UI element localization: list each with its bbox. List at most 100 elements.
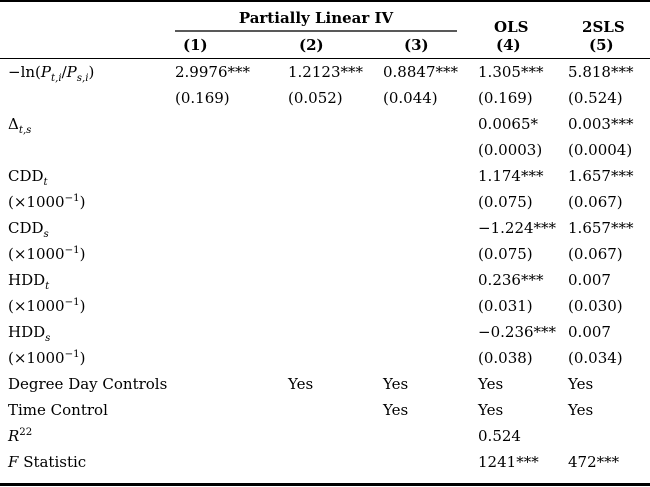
row-label: Degree Day Controls	[8, 375, 168, 393]
value-cell	[383, 241, 478, 267]
table-row: Δt,s 0.0065* 0.003***	[0, 111, 650, 137]
value-cell: −0.236***	[478, 323, 557, 341]
value-cell	[288, 423, 383, 449]
row-label	[0, 137, 175, 163]
value-cell: (0.524)	[568, 89, 623, 107]
value-cell	[288, 189, 383, 215]
value-cell	[383, 189, 478, 215]
value-cell	[383, 137, 478, 163]
column-header-4: (4)	[496, 36, 521, 54]
value-cell	[383, 267, 478, 293]
value-cell: −1.224***	[478, 219, 557, 237]
value-cell	[288, 215, 383, 241]
value-cell	[175, 215, 288, 241]
table-row: (×1000−1) (0.075) (0.067)	[0, 241, 650, 267]
value-cell: 0.236***	[478, 271, 544, 289]
value-cell	[175, 137, 288, 163]
value-cell	[288, 241, 383, 267]
table-row: (×1000−1) (0.075) (0.067)	[0, 189, 650, 215]
value-cell: (0.031)	[478, 297, 533, 315]
value-cell: 0.524	[478, 427, 521, 445]
row-label: Δt,s	[8, 115, 32, 136]
value-cell	[288, 163, 383, 189]
column-group-ols: OLS	[478, 1, 568, 36]
column-header-5: (5)	[589, 36, 614, 54]
value-cell: 0.0065*	[478, 115, 539, 133]
value-cell: 1.2123***	[288, 63, 363, 81]
value-cell	[175, 449, 288, 475]
spanner-partially-linear-iv: Partially Linear IV	[175, 1, 478, 32]
value-cell	[175, 189, 288, 215]
row-label: CDDt	[8, 167, 48, 188]
value-cell	[175, 319, 288, 345]
value-cell: Yes	[568, 401, 594, 419]
value-cell: (0.030)	[568, 297, 623, 315]
value-cell: Yes	[568, 375, 594, 393]
value-cell: 1241***	[478, 453, 539, 471]
ols-label: OLS	[494, 18, 529, 36]
table-row: CDDt 1.174*** 1.657***	[0, 163, 650, 189]
value-cell: (0.0004)	[568, 141, 633, 159]
value-cell	[288, 293, 383, 319]
table-row: R22 0.524	[0, 423, 650, 449]
table-row: (0.169) (0.052) (0.044) (0.169) (0.524)	[0, 85, 650, 111]
value-cell: Yes	[288, 375, 314, 393]
value-cell: 472***	[568, 453, 620, 471]
value-cell	[175, 267, 288, 293]
bottom-spacer-row	[0, 475, 650, 485]
row-label: HDDt	[8, 271, 50, 292]
value-cell: (0.067)	[568, 193, 623, 211]
value-cell: (0.067)	[568, 245, 623, 263]
table-row: (×1000−1) (0.038) (0.034)	[0, 345, 650, 371]
value-cell: 0.8847***	[383, 63, 458, 81]
value-cell	[175, 293, 288, 319]
column-header-2: (2)	[299, 36, 324, 54]
row-label: F Statistic	[8, 453, 87, 471]
value-cell: 1.657***	[568, 219, 634, 237]
value-cell	[383, 215, 478, 241]
value-cell	[175, 345, 288, 371]
table-row: Degree Day Controls Yes Yes Yes Yes	[0, 371, 650, 397]
table-row: (0.0003) (0.0004)	[0, 137, 650, 163]
value-cell	[383, 293, 478, 319]
table-row: CDDs −1.224*** 1.657***	[0, 215, 650, 241]
value-cell: 0.007	[568, 271, 611, 289]
row-label: (×1000−1)	[8, 193, 86, 211]
value-cell	[288, 137, 383, 163]
value-cell	[175, 371, 288, 397]
value-cell	[383, 319, 478, 345]
value-cell: Yes	[478, 401, 504, 419]
value-cell: (0.034)	[568, 349, 623, 367]
value-cell: 1.657***	[568, 167, 634, 185]
value-cell	[383, 111, 478, 137]
value-cell: Yes	[383, 375, 409, 393]
value-cell: 2.9976***	[175, 63, 250, 81]
header-empty-cell	[0, 32, 175, 59]
value-cell	[568, 423, 650, 449]
row-label: −ln(Pt,i/Ps,i)	[8, 63, 95, 84]
spanner-underline	[175, 30, 458, 32]
value-cell	[175, 241, 288, 267]
value-cell	[175, 423, 288, 449]
value-cell	[383, 163, 478, 189]
value-cell	[383, 449, 478, 475]
table-header: Partially Linear IV OLS 2SLS (1) (2) (3)…	[0, 1, 650, 59]
row-label: (×1000−1)	[8, 297, 86, 315]
value-cell	[175, 111, 288, 137]
value-cell: 0.007	[568, 323, 611, 341]
row-label: (×1000−1)	[8, 349, 86, 367]
table-row: −ln(Pt,i/Ps,i) 2.9976*** 1.2123*** 0.884…	[0, 59, 650, 86]
table-row: HDDt 0.236*** 0.007	[0, 267, 650, 293]
value-cell	[288, 267, 383, 293]
value-cell: (0.0003)	[478, 141, 543, 159]
value-cell	[288, 111, 383, 137]
column-group-2sls: 2SLS	[568, 1, 650, 36]
value-cell: Yes	[478, 375, 504, 393]
value-cell	[383, 345, 478, 371]
row-label	[0, 85, 175, 111]
value-cell: (0.044)	[383, 89, 438, 107]
value-cell: (0.075)	[478, 193, 533, 211]
value-cell: (0.075)	[478, 245, 533, 263]
value-cell	[288, 319, 383, 345]
